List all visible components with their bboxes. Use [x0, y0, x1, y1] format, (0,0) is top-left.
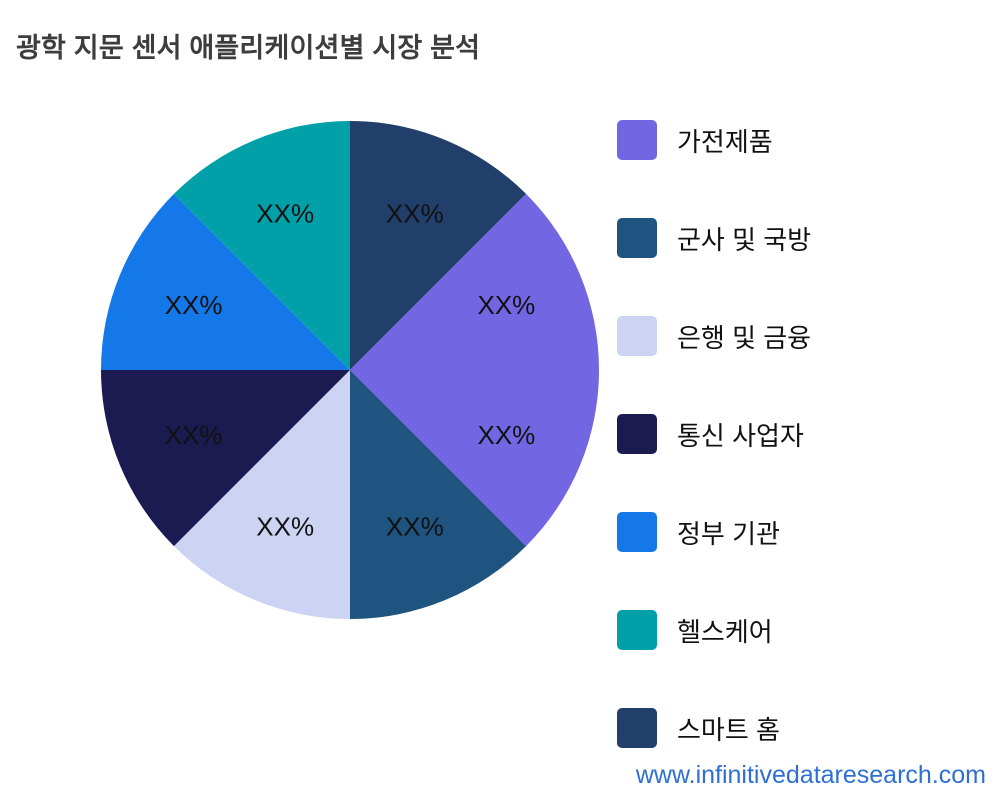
legend-item-healthcare[interactable]: 헬스케어: [617, 610, 811, 650]
slice-value-label: XX%: [477, 420, 535, 450]
legend-label: 정부 기관: [677, 518, 780, 549]
pie-slice-7-헬스케어[interactable]: [173, 121, 350, 370]
legend-item-banking-finance[interactable]: 은행 및 금융: [617, 316, 811, 356]
legend-item-government[interactable]: 정부 기관: [617, 512, 811, 552]
pie-chart: XX% XX% XX% XX% XX% XX% XX% XX%: [101, 121, 599, 619]
slice-value-label: XX%: [256, 199, 314, 229]
legend-swatch: [617, 512, 657, 552]
chart-title: 광학 지문 센서 애플리케이션별 시장 분석: [16, 33, 481, 63]
legend-label: 군사 및 국방: [677, 224, 812, 255]
legend-item-military-defense[interactable]: 군사 및 국방: [617, 218, 811, 258]
legend-swatch: [617, 120, 657, 160]
pie-slice-6-정부-기관[interactable]: [101, 193, 350, 370]
legend-swatch: [617, 218, 657, 258]
pie-slice-5-통신-사업자[interactable]: [101, 370, 350, 547]
slice-value-label: XX%: [477, 290, 535, 320]
legend-swatch: [617, 610, 657, 650]
pie-slice-1-가전제품[interactable]: [350, 193, 599, 370]
legend-item-telecom-operators[interactable]: 통신 사업자: [617, 414, 811, 454]
pie-slice-0-스마트-홈[interactable]: [350, 121, 527, 370]
slice-value-label: XX%: [386, 199, 444, 229]
legend-item-smart-home[interactable]: 스마트 홈: [617, 708, 811, 748]
legend-swatch: [617, 316, 657, 356]
legend-swatch: [617, 708, 657, 748]
pie-slice-2-가전제품[interactable]: [350, 370, 599, 547]
slice-value-label: XX%: [165, 420, 223, 450]
slice-value-label: XX%: [386, 511, 444, 541]
legend: 가전제품 군사 및 국방 은행 및 금융 통신 사업자 정부 기관 헬스케어 스…: [617, 120, 811, 748]
legend-label: 가전제품: [677, 126, 773, 157]
slice-value-label: XX%: [165, 290, 223, 320]
legend-label: 헬스케어: [677, 616, 773, 647]
legend-label: 은행 및 금융: [677, 322, 812, 353]
legend-label: 스마트 홈: [677, 714, 780, 745]
footer-website-link[interactable]: www.infinitivedataresearch.com: [635, 761, 986, 789]
legend-swatch: [617, 414, 657, 454]
pie-slice-3-군사-및-국방[interactable]: [350, 370, 527, 619]
legend-item-appliances[interactable]: 가전제품: [617, 120, 811, 160]
legend-label: 통신 사업자: [677, 420, 804, 451]
pie-slice-4-은행-및-금융[interactable]: [173, 370, 350, 619]
slice-value-label: XX%: [256, 511, 314, 541]
